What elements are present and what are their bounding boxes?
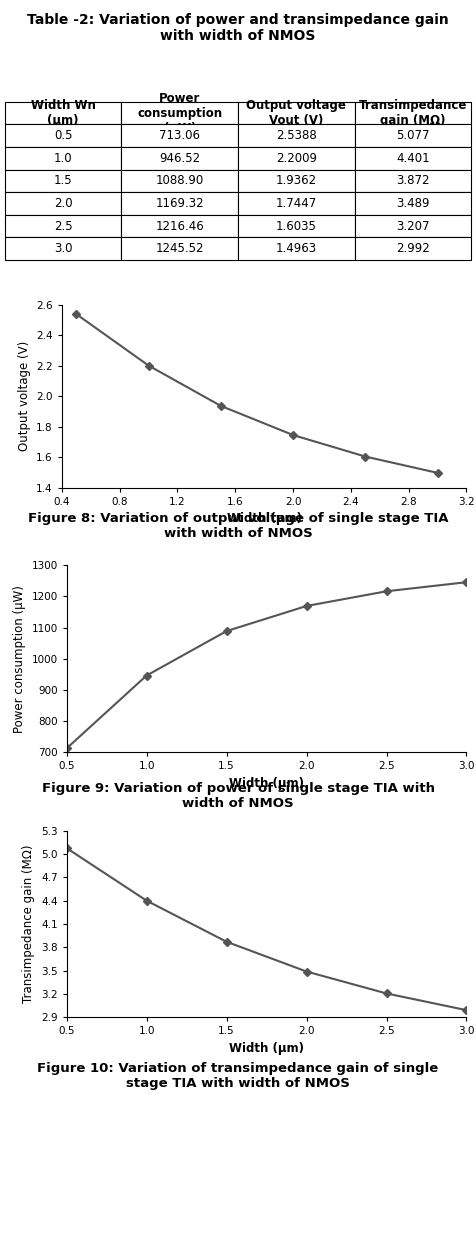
Text: Figure 8: Variation of output voltage of single stage TIA
with width of NMOS: Figure 8: Variation of output voltage of…: [28, 513, 448, 540]
Text: Figure 9: Variation of power of single stage TIA with
width of NMOS: Figure 9: Variation of power of single s…: [41, 782, 435, 810]
Text: Table -2: Variation of power and transimpedance gain
with width of NMOS: Table -2: Variation of power and transim…: [27, 12, 449, 43]
Text: Figure 10: Variation of transimpedance gain of single
stage TIA with width of NM: Figure 10: Variation of transimpedance g…: [38, 1062, 438, 1089]
